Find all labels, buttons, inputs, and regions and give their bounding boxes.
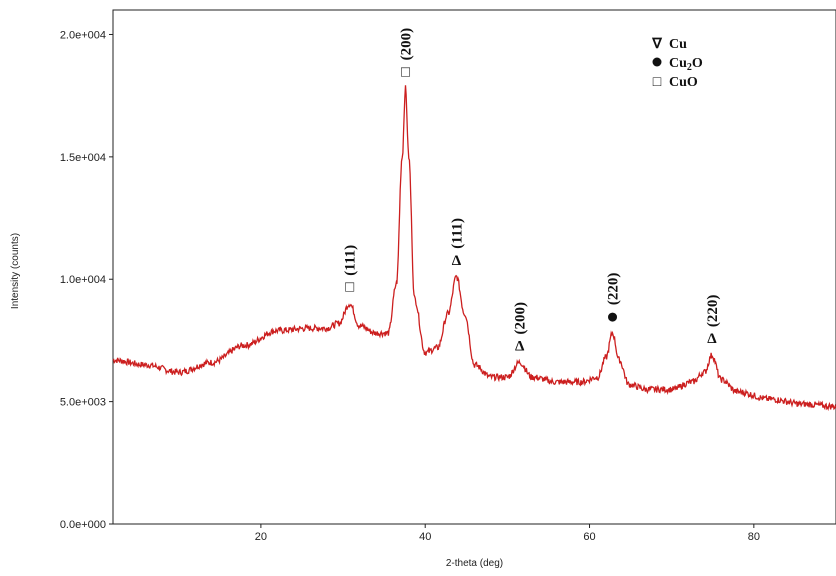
cu2o-marker xyxy=(608,312,618,322)
legend-label: Cu2O xyxy=(669,56,703,73)
legend-symbol: ∇ xyxy=(651,37,662,52)
peak-label: (220) xyxy=(606,273,622,306)
x-tick-label: 60 xyxy=(583,531,595,543)
y-tick-label: 0.0e+000 xyxy=(60,519,106,531)
peak-symbol: □ xyxy=(401,64,410,80)
peak-annotation: Δ (111) xyxy=(449,218,465,269)
peak-annotation: □ (200) xyxy=(398,28,414,80)
y-tick-label: 1.5e+004 xyxy=(60,152,106,164)
x-axis-label: 2-theta (deg) xyxy=(446,558,503,569)
peak-label: (200) xyxy=(513,302,529,335)
peak-label: (111) xyxy=(343,245,359,276)
y-tick-label: 2.0e+004 xyxy=(60,29,106,41)
peak-symbol: Δ xyxy=(707,331,717,347)
peak-label: (220) xyxy=(705,295,721,328)
peak-annotation: □ (111) xyxy=(343,245,359,296)
peak-symbol: Δ xyxy=(452,253,462,269)
series-line xyxy=(112,85,836,412)
x-tick-label: 20 xyxy=(255,531,267,543)
y-tick-label: 5.0e+003 xyxy=(60,397,106,409)
legend-symbol: □ xyxy=(653,75,662,90)
peak-label: (200) xyxy=(398,28,414,61)
legend-label: CuO xyxy=(669,75,698,90)
peak-annotation: Δ (220) xyxy=(705,295,721,348)
legend: ∇ Cu Cu2O □ CuO xyxy=(651,37,703,90)
peak-label: (111) xyxy=(449,218,465,249)
y-tick-label: 1.0e+004 xyxy=(60,274,106,286)
peak-annotation: (220) xyxy=(606,273,622,322)
peak-annotation: Δ (200) xyxy=(513,302,529,355)
peak-symbol: □ xyxy=(345,280,354,296)
peak-symbol: Δ xyxy=(515,338,525,354)
legend-label: Cu xyxy=(669,37,687,52)
legend-dot-icon xyxy=(652,57,662,67)
x-tick-label: 80 xyxy=(748,531,760,543)
x-tick-label: 40 xyxy=(419,531,431,543)
plot-area xyxy=(112,9,836,525)
y-axis-label: Intensity (counts) xyxy=(10,233,21,309)
